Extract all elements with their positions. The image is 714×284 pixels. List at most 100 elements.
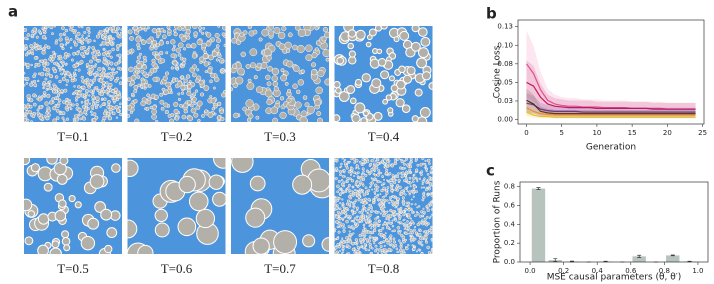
blob — [341, 174, 345, 178]
blob — [247, 78, 252, 83]
blob — [249, 48, 258, 57]
blob — [416, 206, 419, 209]
blob — [367, 189, 371, 193]
blob — [165, 51, 169, 55]
blob — [306, 105, 315, 114]
blob — [106, 30, 110, 34]
blob — [402, 162, 406, 166]
y-tick-label: 0.08 — [497, 60, 513, 68]
blob — [370, 223, 374, 228]
blob — [113, 95, 117, 100]
blob — [61, 230, 70, 239]
confidence-band — [526, 60, 696, 116]
blob — [389, 198, 392, 202]
blob — [47, 113, 51, 117]
blob — [422, 207, 425, 210]
blob — [216, 101, 222, 107]
blob — [382, 195, 385, 199]
blob — [374, 217, 378, 221]
blob — [54, 209, 67, 222]
blob — [394, 218, 398, 222]
blob — [93, 73, 98, 77]
texture-image — [231, 26, 329, 122]
blob — [111, 96, 114, 100]
blob — [389, 196, 393, 200]
blob — [108, 82, 113, 88]
blob — [398, 65, 406, 74]
blob — [75, 92, 78, 95]
blob — [362, 161, 365, 164]
blob — [336, 56, 345, 65]
blob — [255, 115, 260, 120]
blob — [52, 50, 56, 54]
blob — [138, 52, 143, 56]
blob — [242, 106, 248, 112]
blob — [418, 177, 422, 181]
blob — [346, 84, 356, 94]
blob — [357, 252, 360, 254]
blob — [211, 51, 218, 57]
blob — [370, 159, 374, 163]
blob — [382, 240, 386, 244]
blob — [119, 112, 122, 117]
blob — [196, 100, 203, 107]
blob — [66, 55, 70, 58]
y-tick-label: 0.05 — [497, 78, 513, 86]
blob — [341, 198, 344, 201]
blob — [349, 232, 353, 236]
blob — [214, 32, 220, 39]
texture-image — [231, 158, 329, 254]
blob — [390, 84, 399, 93]
blob — [359, 216, 363, 220]
blob — [30, 120, 33, 122]
blob — [395, 174, 400, 179]
blob — [364, 209, 367, 212]
blob — [344, 240, 348, 244]
blob — [359, 252, 362, 254]
blob — [349, 192, 353, 197]
blob — [98, 78, 104, 83]
blob — [385, 218, 388, 221]
blob — [324, 78, 329, 86]
blob — [368, 224, 371, 227]
blob — [357, 177, 360, 180]
y-tick-label: 0.10 — [497, 41, 513, 49]
blob — [431, 213, 433, 216]
blob — [362, 110, 369, 117]
blob — [337, 230, 341, 234]
blob — [93, 101, 97, 105]
blob — [431, 184, 433, 187]
blob — [58, 79, 62, 84]
blob — [366, 212, 369, 215]
blob — [428, 228, 432, 232]
blob — [113, 101, 116, 104]
blob — [385, 163, 388, 166]
blob — [250, 62, 257, 69]
blob — [195, 208, 216, 229]
blob — [179, 64, 183, 67]
blob — [430, 208, 433, 211]
blob — [213, 104, 218, 109]
blob — [217, 52, 221, 56]
blob — [353, 251, 356, 254]
blob — [199, 60, 203, 64]
blob — [370, 227, 373, 230]
blob — [341, 202, 345, 205]
blob — [111, 106, 116, 110]
blob — [355, 164, 360, 168]
blob — [397, 209, 400, 212]
blob — [389, 182, 393, 186]
blob — [343, 160, 346, 163]
blob — [374, 192, 377, 196]
blob — [353, 191, 358, 196]
blob — [24, 198, 33, 212]
blob — [352, 232, 355, 235]
blob — [334, 252, 337, 254]
blob — [408, 232, 411, 235]
blob — [376, 185, 380, 189]
blob — [54, 52, 57, 55]
blob — [32, 102, 37, 107]
blob — [107, 75, 111, 79]
blob — [419, 163, 423, 167]
blob — [29, 98, 34, 103]
